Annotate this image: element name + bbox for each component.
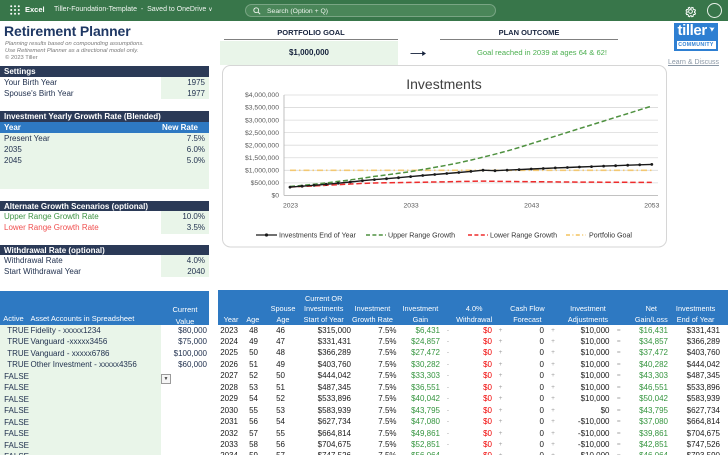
svg-text:Investments End of Year: Investments End of Year	[279, 231, 357, 239]
svg-text:2043: 2043	[524, 203, 539, 210]
svg-text:$0: $0	[271, 193, 279, 200]
svg-text:$2,000,000: $2,000,000	[245, 142, 279, 149]
svg-text:2033: 2033	[404, 203, 419, 210]
svg-text:$3,000,000: $3,000,000	[245, 117, 279, 124]
svg-text:Investments: Investments	[406, 76, 481, 92]
svg-text:$1,000,000: $1,000,000	[245, 168, 279, 175]
svg-text:Portfolio Goal: Portfolio Goal	[589, 231, 632, 239]
svg-text:$3,500,000: $3,500,000	[245, 105, 279, 112]
svg-text:$4,000,000: $4,000,000	[245, 92, 279, 99]
svg-text:$2,500,000: $2,500,000	[245, 130, 279, 137]
svg-text:2023: 2023	[283, 203, 298, 210]
svg-text:Upper Range Growth: Upper Range Growth	[388, 231, 455, 239]
svg-text:$1,500,000: $1,500,000	[245, 155, 279, 162]
svg-text:Lower Range Growth: Lower Range Growth	[490, 231, 557, 239]
svg-text:2053: 2053	[644, 203, 659, 210]
svg-text:$500,000: $500,000	[251, 180, 280, 187]
